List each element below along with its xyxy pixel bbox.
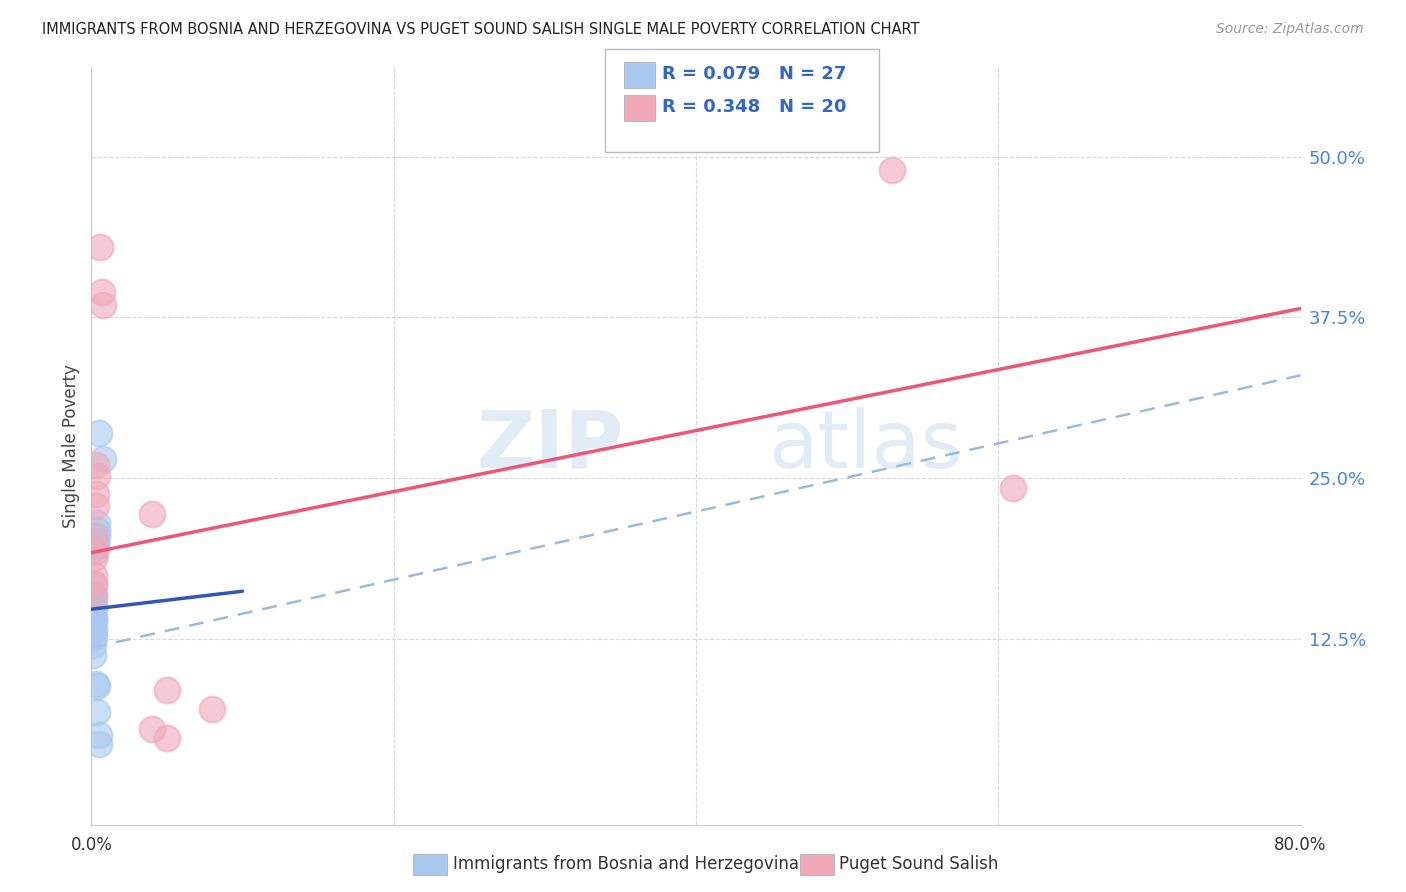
- Text: R = 0.079   N = 27: R = 0.079 N = 27: [662, 65, 846, 83]
- Point: [83, 596, 105, 610]
- Point: [141, 722, 163, 736]
- Point: [91, 285, 114, 299]
- Point: [141, 507, 163, 521]
- Point: [86, 468, 108, 483]
- Point: [83, 623, 105, 637]
- Text: Puget Sound Salish: Puget Sound Salish: [839, 855, 998, 873]
- Point: [83, 576, 105, 591]
- Point: [82, 602, 104, 616]
- Point: [93, 451, 115, 466]
- Text: Immigrants from Bosnia and Herzegovina: Immigrants from Bosnia and Herzegovina: [453, 855, 799, 873]
- Point: [84, 500, 107, 514]
- Point: [84, 486, 107, 500]
- Point: [83, 590, 105, 604]
- Point: [82, 593, 104, 607]
- Point: [87, 737, 110, 751]
- Text: R = 0.348   N = 20: R = 0.348 N = 20: [662, 98, 846, 116]
- Point: [83, 610, 105, 624]
- Point: [83, 529, 105, 543]
- Point: [86, 679, 108, 693]
- Point: [87, 426, 110, 441]
- Point: [86, 516, 108, 530]
- Point: [83, 541, 105, 556]
- Point: [84, 544, 107, 558]
- Text: Source: ZipAtlas.com: Source: ZipAtlas.com: [1216, 22, 1364, 37]
- Point: [82, 625, 104, 640]
- Point: [82, 638, 104, 652]
- Point: [93, 298, 115, 312]
- Point: [89, 240, 111, 254]
- Point: [84, 677, 107, 691]
- Point: [83, 631, 105, 645]
- Point: [156, 683, 179, 698]
- Text: ZIP: ZIP: [477, 407, 623, 485]
- Point: [86, 705, 108, 719]
- Point: [83, 576, 105, 591]
- Point: [86, 529, 108, 543]
- Point: [83, 567, 105, 582]
- Point: [201, 702, 224, 716]
- Point: [84, 458, 107, 473]
- Text: IMMIGRANTS FROM BOSNIA AND HERZEGOVINA VS PUGET SOUND SALISH SINGLE MALE POVERTY: IMMIGRANTS FROM BOSNIA AND HERZEGOVINA V…: [42, 22, 920, 37]
- Point: [82, 612, 104, 626]
- Point: [1002, 482, 1025, 496]
- Y-axis label: Single Male Poverty: Single Male Poverty: [62, 364, 80, 528]
- Point: [156, 731, 179, 745]
- Point: [82, 648, 104, 663]
- Point: [86, 523, 108, 537]
- Point: [83, 615, 105, 629]
- Point: [83, 590, 105, 604]
- Point: [84, 538, 107, 552]
- Point: [84, 535, 107, 549]
- Point: [882, 162, 904, 177]
- Point: [83, 602, 105, 616]
- Point: [87, 728, 110, 742]
- Text: atlas: atlas: [769, 407, 963, 485]
- Point: [83, 550, 105, 565]
